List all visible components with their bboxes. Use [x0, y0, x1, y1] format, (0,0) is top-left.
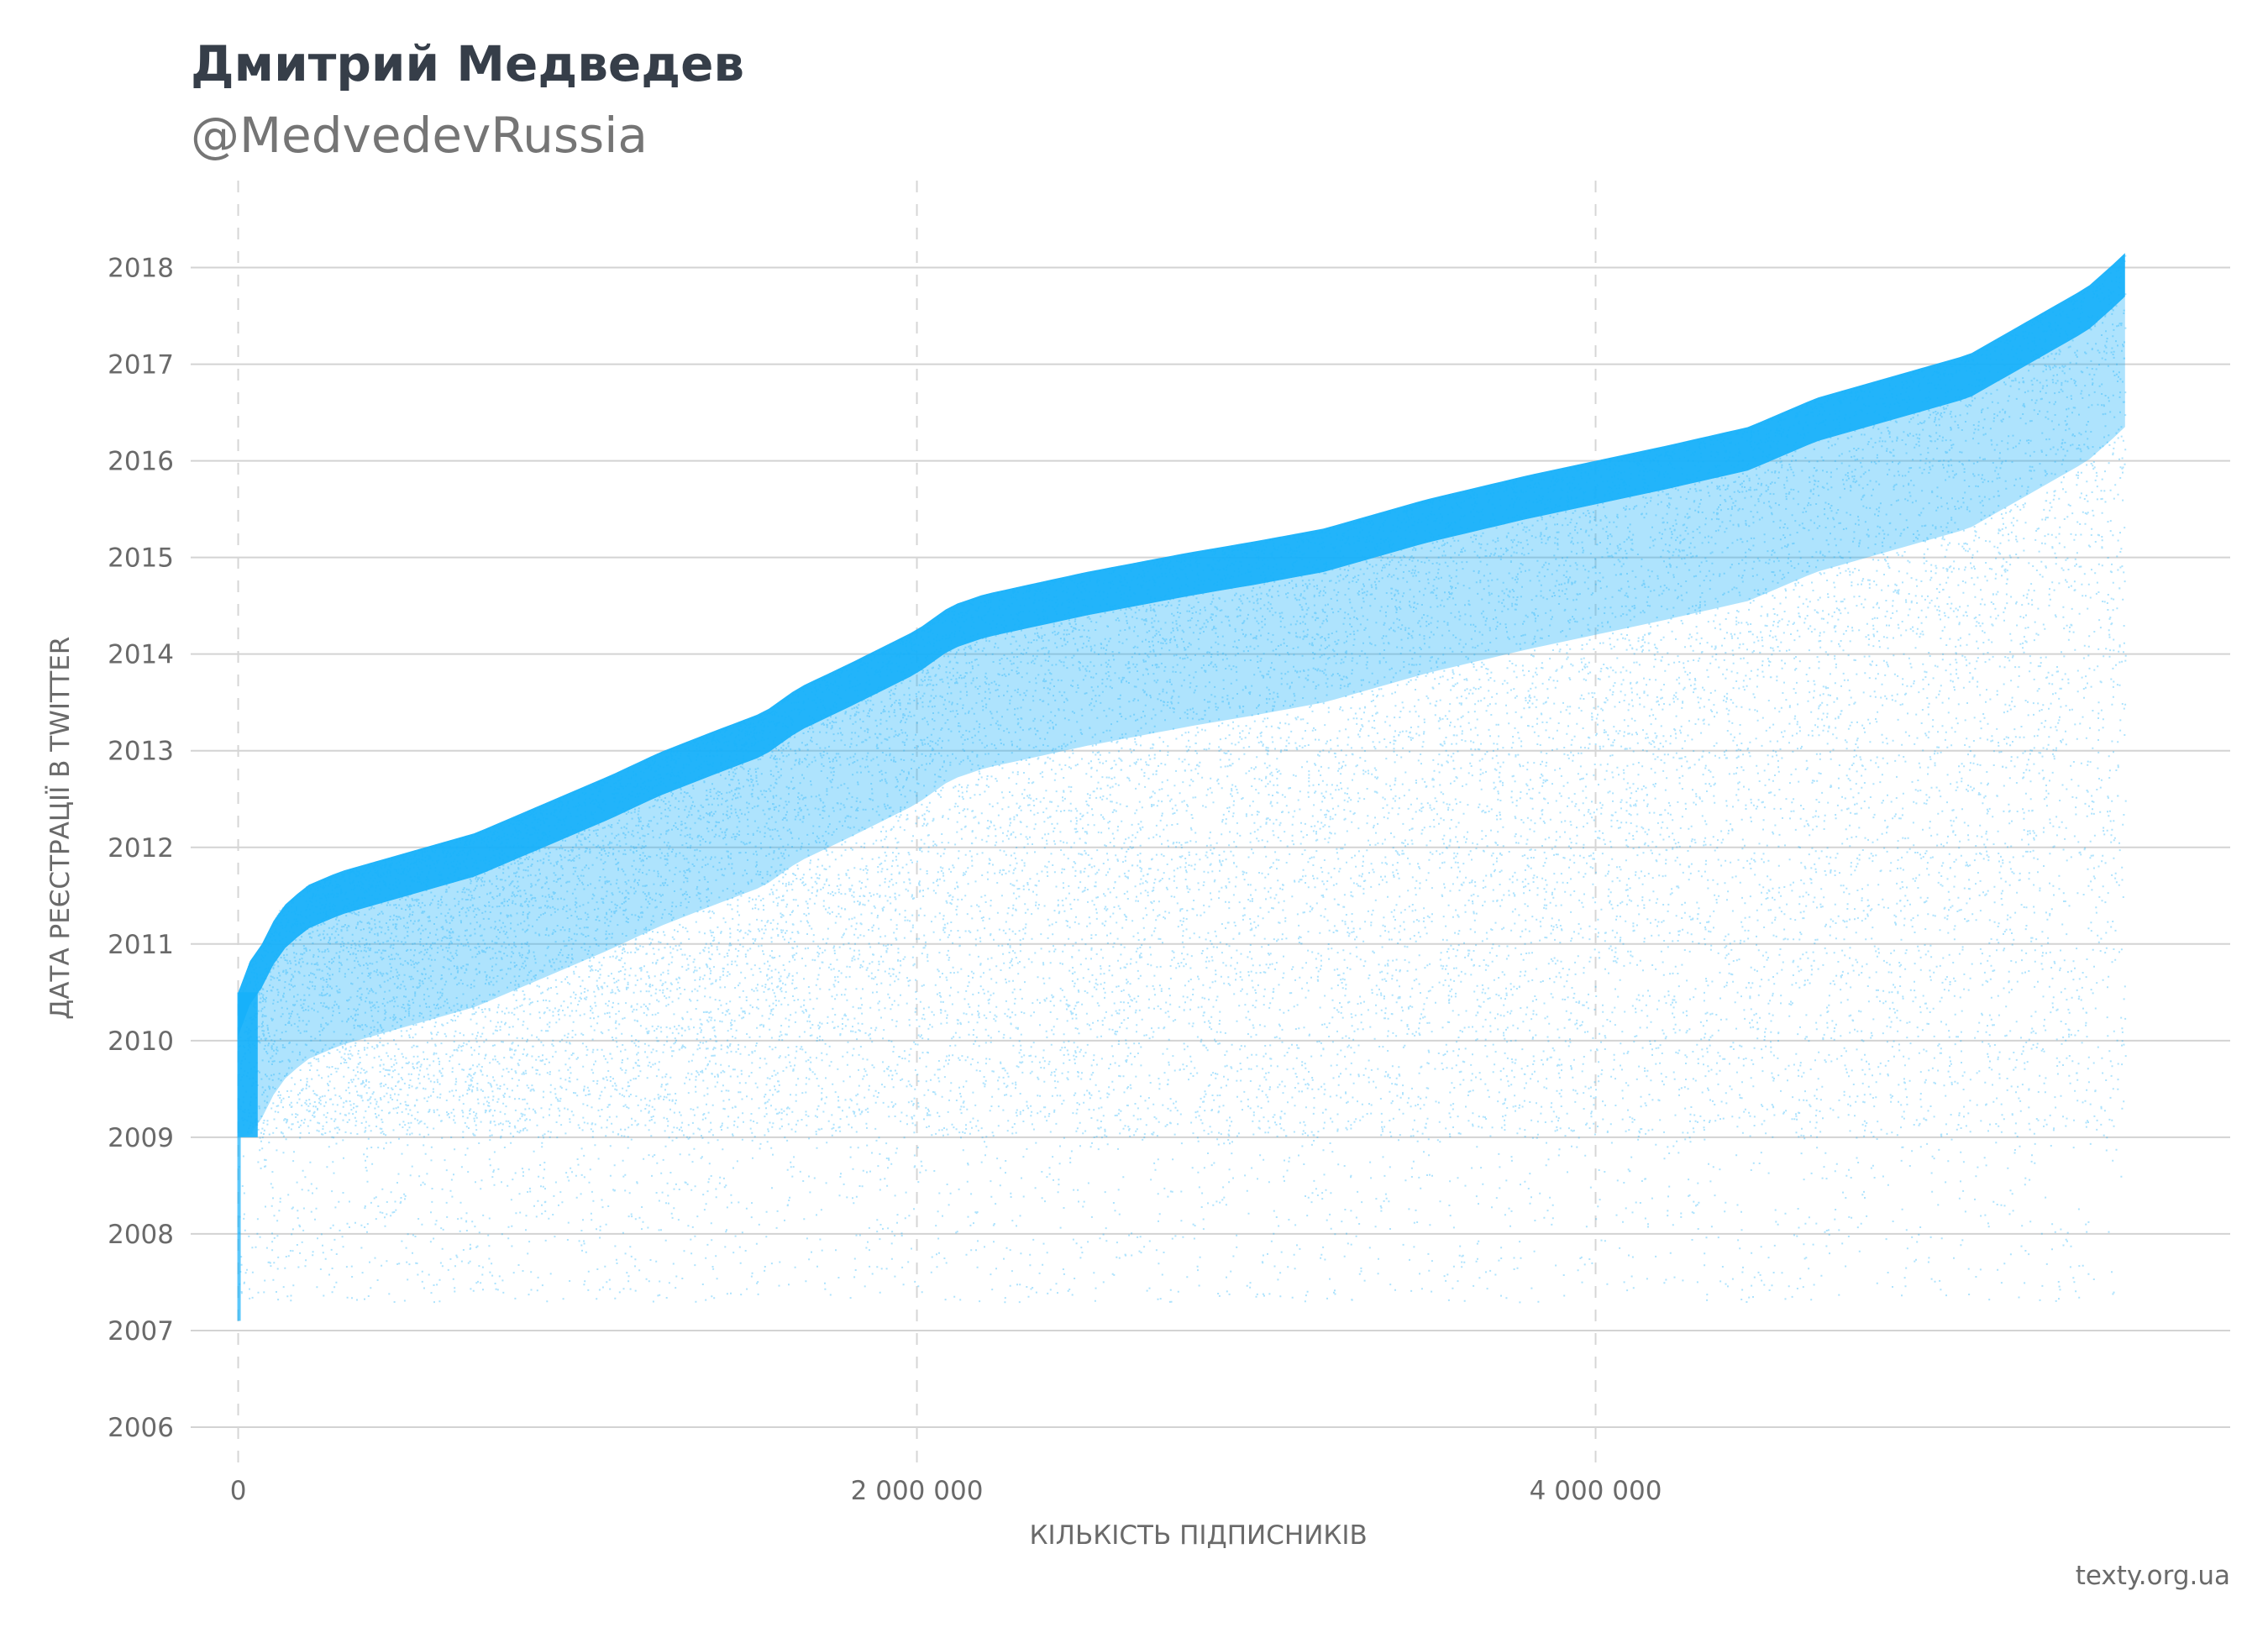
- x-axis-label: КІЛЬКІСТЬ ПІДПИСНИКІВ: [1029, 1520, 1367, 1551]
- data-points: [238, 255, 2127, 1304]
- y-tick-label: 2017: [108, 350, 174, 381]
- x-tick-label: 2 000 000: [851, 1476, 984, 1506]
- y-tick-label: 2012: [108, 833, 174, 864]
- y-tick-label: 2018: [108, 254, 174, 284]
- y-tick-label: 2015: [108, 543, 174, 574]
- horizontal-gridlines: [191, 266, 2230, 1428]
- y-tick-label: 2008: [108, 1220, 174, 1250]
- y-tick-label: 2007: [108, 1316, 174, 1347]
- scatter-points: [238, 255, 2127, 1304]
- x-tick-label: 0: [230, 1476, 247, 1506]
- dense-envelope-band: [238, 253, 2125, 1037]
- y-tick-label: 2010: [108, 1026, 174, 1057]
- y-tick-label: 2014: [108, 640, 174, 670]
- y-tick-label: 2013: [108, 737, 174, 767]
- y-tick-label: 2009: [108, 1123, 174, 1153]
- x-tick-label: 4 000 000: [1530, 1476, 1662, 1506]
- earliest-followers-line: [237, 1137, 241, 1321]
- source-credit: texty.org.ua: [2075, 1561, 2230, 1591]
- y-tick-label: 2016: [108, 447, 174, 477]
- y-axis-label: ДАТА РЕЄСТРАЦІЇ В TWITTER: [45, 637, 76, 1020]
- x-axis-ticks: 0 2 000 000 4 000 000: [230, 1476, 1662, 1506]
- chart-title: Дмитрий Медведев: [191, 35, 745, 92]
- mid-density-band: [238, 297, 2125, 1137]
- upper-envelope-band: [237, 253, 2125, 1321]
- y-tick-label: 2006: [108, 1413, 174, 1443]
- chart-subtitle: @MedvedevRussia: [191, 107, 648, 164]
- y-tick-label: 2011: [108, 930, 174, 960]
- early-followers-column: [237, 992, 258, 1137]
- vertical-gridlines: [237, 181, 1597, 1466]
- y-axis-ticks: 2006 2007 2008 2009 2010 2011 2012 2013 2014 2015…: [108, 254, 174, 1443]
